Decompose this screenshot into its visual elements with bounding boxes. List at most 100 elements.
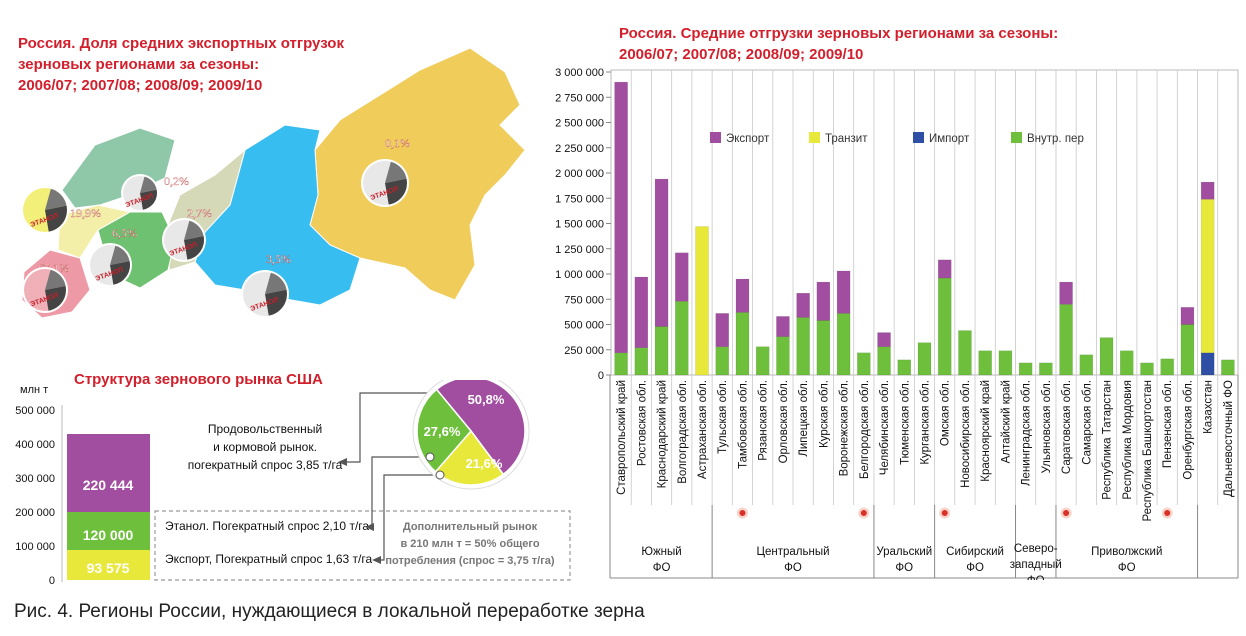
bar-segment [695, 226, 709, 376]
bar-segment [877, 346, 891, 376]
category-label: Алтайский край [1000, 380, 1012, 463]
category-label: Омская обл. [940, 380, 952, 446]
region-label-ural: 2,7% [187, 206, 212, 220]
bar-segment [958, 330, 972, 376]
group-label: западный [1010, 559, 1062, 571]
map-pie-slice-ethanol [110, 261, 131, 285]
food-callout-line-1: Продовольственный [208, 422, 322, 436]
additional-market-box [154, 510, 571, 581]
bar-segment [776, 336, 790, 376]
us-axis-tick: 200 000 [15, 507, 55, 519]
region-label-siberia: 3,5% [266, 252, 291, 266]
y-tick-label: 1 250 000 [555, 244, 604, 256]
marker-dot-icon [1063, 510, 1070, 516]
y-tick-label: 250 000 [564, 345, 604, 357]
us-axis-tick: 100 000 [15, 541, 55, 553]
us-pie-anchor-dot [425, 452, 435, 462]
bar-segment [1018, 362, 1033, 376]
us-pie-label: 21,6% [466, 456, 503, 471]
category-label: Тульская обл. [717, 380, 729, 454]
group-label: ФО [895, 562, 913, 574]
bar-segment [735, 312, 750, 376]
region-label-central: 19,9% [70, 206, 101, 220]
bar-segment [796, 317, 810, 376]
map-pie-slice [385, 161, 407, 183]
y-tick-label: 2 750 000 [555, 92, 604, 104]
y-tick-label: 500 000 [564, 320, 604, 332]
y-tick-label: 3 000 000 [555, 67, 604, 79]
bar-segment [755, 346, 770, 376]
bar-segment [675, 301, 689, 376]
category-label: Ульяновская обл. [1041, 380, 1053, 473]
russia-map: 0,1% 0,2% 19,9% 2,7% 6,5% 3,5% 67,1% ЭТА… [21, 47, 526, 319]
bar-segment [816, 320, 831, 376]
y-tick-label: 1 500 000 [555, 219, 604, 231]
map-pie-slice [45, 269, 66, 290]
us-market-chart: млн т 500 000 400 000 300 000 200 000 100 00… [15, 380, 571, 587]
category-label: Ставропольский край [616, 380, 628, 495]
marker-dot-icon [1164, 510, 1171, 516]
bar-segment [715, 313, 729, 347]
category-label: Республика Татарстан [1102, 380, 1114, 500]
bar-segment [897, 359, 912, 376]
group-label: Южный [641, 546, 681, 558]
category-label: Рязанская обл. [758, 380, 770, 461]
us-axis-tick: 300 000 [15, 473, 55, 485]
bar-segment [937, 259, 952, 279]
us-pie-slice [416, 388, 472, 473]
bar-segment [654, 326, 669, 376]
legend-label: Экспорт [726, 133, 770, 145]
food-connector [345, 392, 435, 463]
bar-segment [1200, 181, 1215, 200]
us-bar-food [67, 434, 150, 512]
us-pie-anchor-dot [435, 470, 445, 480]
us-axis-tick: 400 000 [15, 439, 55, 451]
y-tick-label: 1 750 000 [555, 193, 604, 205]
category-label: Белгородская обл. [859, 380, 871, 479]
bar-segment [735, 278, 750, 313]
us-unit-label: млн т [20, 384, 48, 396]
us-axis-tick: 500 000 [15, 405, 55, 417]
us-bar-food-value: 220 444 [83, 477, 134, 493]
category-label: Ленинградская обл. [1021, 380, 1033, 486]
category-label: Республика Мордовия [1122, 380, 1134, 500]
group-label: Центральный [757, 546, 830, 558]
bar-segment [1079, 354, 1094, 376]
category-label: Самарская обл. [1081, 380, 1093, 465]
category-label: Курганская обл. [920, 380, 932, 465]
map-pie-slice [140, 176, 157, 193]
us-pie: 50,8% 21,6% 27,6% [412, 380, 530, 490]
food-callout-line-2: и кормовой рынок. [213, 440, 317, 454]
y-tick-label: 2 250 000 [555, 143, 604, 155]
bar-segment [1039, 362, 1053, 376]
us-pie-label: 50,8% [468, 392, 505, 407]
food-arrow-icon [338, 458, 347, 466]
group-label: ФО [653, 562, 671, 574]
us-bar-export [67, 550, 150, 580]
legend-swatch [913, 132, 924, 143]
bar-segment [836, 270, 851, 314]
legend-label: Внутр. пер [1027, 133, 1084, 145]
chart-title: Россия. Средние отгрузки зерновых регион… [619, 23, 1139, 65]
group-label: ФО [1118, 562, 1136, 574]
category-label: Тамбовская обл. [737, 380, 749, 469]
map-region-northwest [61, 127, 176, 209]
category-label: Казахстан [1203, 380, 1215, 434]
additional-line-3: потребления (спрос = 3,75 т/га) [385, 555, 555, 567]
category-label: Оренбургская обл. [1182, 380, 1194, 480]
export-arrow-icon [372, 556, 381, 564]
map-pie-slice [110, 245, 130, 265]
figure-caption: Рис. 4. Регионы России, нуждающиеся в ло… [14, 601, 645, 622]
bar-segment [836, 313, 851, 376]
bar-segment [1099, 337, 1114, 376]
bar-segment [998, 350, 1013, 376]
us-market-title: Структура зернового рынка США [74, 371, 323, 388]
map-pie-slice [265, 272, 287, 294]
us-bar-export-value: 93 575 [87, 560, 130, 576]
marker-dot-icon [739, 510, 746, 516]
bar-segment [634, 347, 649, 376]
legend-label: Транзит [825, 133, 868, 145]
y-tick-label: 2 000 000 [555, 168, 604, 180]
bar-segment [1200, 352, 1215, 376]
ethanol-callout: Этанол. Погекратный спрос 2,10 т/га [165, 519, 369, 533]
